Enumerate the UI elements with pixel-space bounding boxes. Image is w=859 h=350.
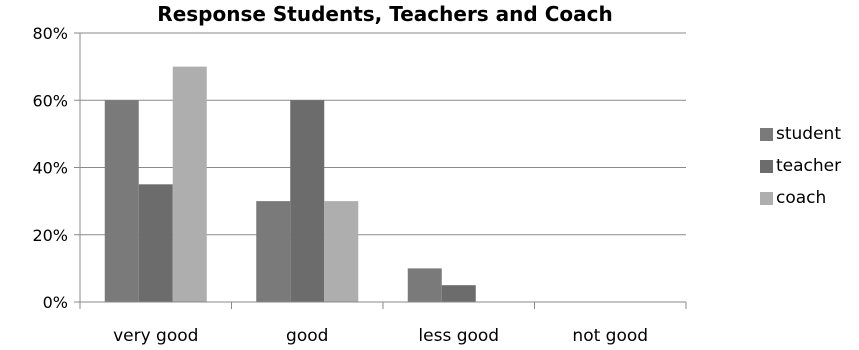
axes — [74, 32, 687, 309]
legend-item-teacher: teacher — [760, 150, 841, 182]
y-tick-labels: 0% 20% 40% 60% 80% — [32, 24, 68, 312]
legend-swatch-coach — [760, 191, 773, 205]
y-tick-label: 40% — [32, 159, 68, 178]
bar-teacher-very-good — [138, 184, 173, 302]
bar-student-very-good — [104, 100, 139, 302]
legend-item-coach: coach — [760, 182, 841, 214]
legend-label-teacher: teacher — [776, 156, 842, 176]
legend-label-student: student — [776, 124, 841, 144]
y-tick-label: 20% — [32, 226, 68, 245]
bar-coach-very-good — [172, 66, 207, 302]
x-tick-labels: very good good less good not good — [113, 326, 648, 346]
bars — [104, 66, 476, 302]
x-tick-label: good — [286, 326, 328, 346]
legend-item-student: student — [760, 118, 841, 150]
legend-swatch-student — [760, 127, 773, 141]
legend: student teacher coach — [760, 118, 841, 214]
bar-student-good — [256, 201, 291, 302]
bar-teacher-less-good — [441, 285, 476, 302]
bar-student-less-good — [407, 268, 442, 302]
x-tick-label: not good — [572, 326, 648, 346]
legend-label-coach: coach — [776, 188, 827, 208]
x-tick-label: less good — [418, 326, 499, 346]
bar-teacher-good — [290, 100, 325, 302]
chart-title: Response Students, Teachers and Coach — [157, 2, 613, 26]
x-tick-label: very good — [113, 326, 198, 346]
y-tick-label: 80% — [32, 24, 68, 43]
y-tick-label: 0% — [43, 293, 68, 312]
y-tick-label: 60% — [32, 91, 68, 110]
legend-swatch-teacher — [760, 159, 773, 173]
bar-coach-good — [324, 201, 359, 302]
